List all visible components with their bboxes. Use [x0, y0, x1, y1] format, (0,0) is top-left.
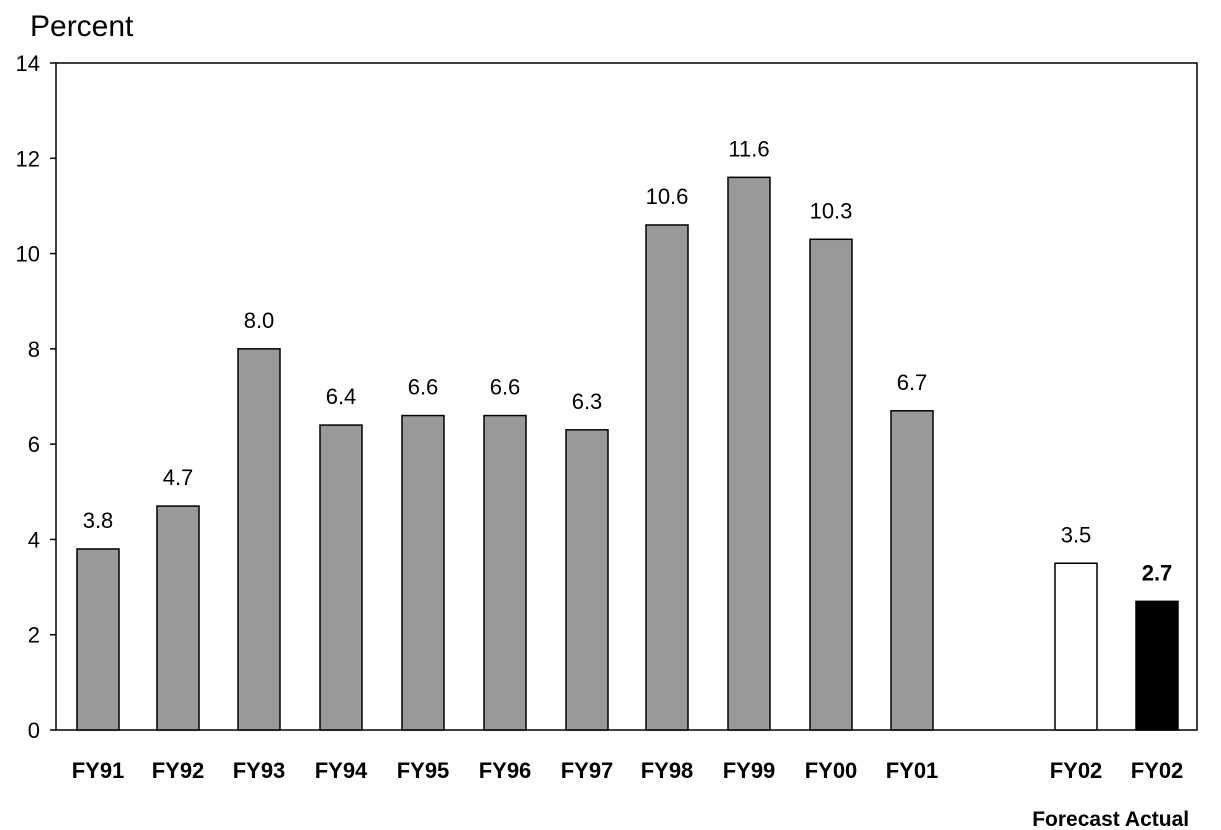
data-label: 2.7 [1142, 560, 1173, 585]
bar-fy02-actual [1135, 600, 1179, 731]
data-label: 6.6 [490, 375, 521, 400]
data-label: 10.6 [646, 184, 689, 209]
x-tick-label: FY98 [641, 758, 694, 783]
bar-fy98 [645, 224, 689, 731]
bar-fy95 [401, 414, 445, 731]
data-label: 4.7 [163, 465, 194, 490]
data-label: 6.3 [572, 389, 603, 414]
plot-area-frame [55, 62, 1198, 731]
x-tick-sublabel: Actual [1125, 808, 1189, 830]
bar-fy92 [156, 505, 200, 731]
y-tick-label: 14 [16, 51, 40, 76]
value-labels: 3.8 4.7 8.0 6.4 6.6 6.6 6.3 10.6 11.6 10.3 6.7 3.5 2… [83, 136, 1173, 585]
data-label: 3.8 [83, 508, 114, 533]
x-tick-label: FY93 [233, 758, 286, 783]
y-tick-label: 2 [28, 623, 40, 648]
x-tick-label: FY96 [479, 758, 532, 783]
data-label: 6.7 [897, 370, 928, 395]
bar-fy96 [483, 414, 527, 731]
x-tick-label: FY99 [723, 758, 776, 783]
x-tick-label: FY91 [72, 758, 125, 783]
data-label: 10.3 [810, 198, 853, 223]
x-tick-label: FY02 [1131, 758, 1184, 783]
x-tick-label: FY95 [397, 758, 450, 783]
x-tick-label: FY92 [152, 758, 205, 783]
x-tick-sublabel: Forecast [1032, 808, 1120, 830]
x-tick-label: FY01 [886, 758, 939, 783]
y-tick-label: 12 [16, 146, 40, 171]
x-tick-label: FY94 [315, 758, 368, 783]
data-label: 11.6 [728, 136, 769, 161]
data-label: 8.0 [244, 308, 275, 333]
data-label: 6.4 [326, 384, 357, 409]
y-tick-label: 4 [28, 527, 40, 552]
bar-fy94 [319, 424, 363, 731]
bar-fy91 [76, 548, 120, 731]
bars [76, 176, 1179, 731]
y-tick-label: 0 [28, 718, 40, 743]
x-tick-label: FY02 [1050, 758, 1103, 783]
x-tick-label: FY00 [805, 758, 858, 783]
y-tick-label: 8 [28, 337, 40, 362]
data-label: 3.5 [1061, 522, 1092, 547]
y-axis-label: Percent [30, 10, 134, 43]
category-labels: FY91 FY92 FY93 FY94 FY95 FY96 FY97 FY98 FY99 FY00… [72, 758, 1189, 830]
x-tick-label: FY97 [561, 758, 614, 783]
data-label: 6.6 [408, 375, 439, 400]
y-tick-label: 6 [28, 432, 40, 457]
bar-fy97 [565, 429, 609, 731]
bar-fy02-forecast [1054, 562, 1098, 731]
y-axis-ticks: 0 2 4 6 8 10 12 14 [16, 51, 56, 743]
bar-fy00 [809, 238, 853, 731]
y-tick-label: 10 [16, 242, 40, 267]
bar-fy93 [237, 348, 281, 731]
bar-fy99 [727, 176, 771, 731]
bar-fy01 [890, 410, 934, 731]
